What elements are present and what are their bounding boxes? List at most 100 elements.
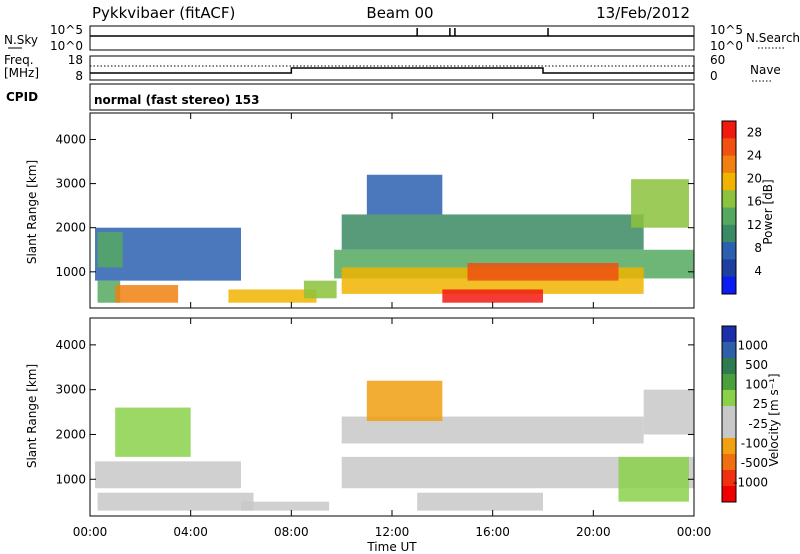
y-tick-label: 2000 <box>55 427 86 441</box>
freq-unit-label: [MHz] <box>4 66 39 80</box>
colorbar-tick-label: -1000 <box>733 475 768 489</box>
noise-panel-frame <box>89 25 695 51</box>
date-title: 13/Feb/2012 <box>596 4 690 22</box>
colorbar-swatch <box>722 155 736 174</box>
scatter-region <box>95 461 242 489</box>
scatter-region <box>115 285 179 303</box>
nave-tick-low: 0 <box>710 69 718 83</box>
colorbar-tick-label: 8 <box>754 241 762 255</box>
colorbar-swatch <box>722 276 736 295</box>
nsky-label: N.Sky <box>4 33 38 47</box>
colorbar-tick-label: 20 <box>747 172 762 186</box>
scatter-region <box>618 456 689 502</box>
scatter-region <box>631 179 689 228</box>
y-tick-label: 4000 <box>55 132 86 146</box>
colorbar-swatch <box>722 486 736 503</box>
x-tick-label: 04:00 <box>173 525 208 539</box>
colorbar-swatch <box>722 374 736 391</box>
cpid-panel-frame <box>89 83 695 111</box>
y-tick-label: 1000 <box>55 265 86 279</box>
freq-tick-high: 18 <box>68 53 83 67</box>
x-tick-label: 20:00 <box>576 525 611 539</box>
colorbar-tick-label: 100 <box>745 378 768 392</box>
scatter-region <box>366 380 443 422</box>
scatter-region <box>341 214 644 250</box>
y-tick-label: 2000 <box>55 221 86 235</box>
beam-title: Beam 00 <box>366 4 433 22</box>
colorbar-swatch <box>722 358 736 375</box>
colorbar-tick-label: -100 <box>741 436 768 450</box>
velocity-ylabel: Slant Range [km] <box>25 364 39 468</box>
time-axis-ticklabels: 00:00 04:00 08:00 12:00 16:00 20:00 00:00 <box>73 525 712 539</box>
freq-panel-frame <box>89 55 695 81</box>
colorbar-tick-label: 24 <box>747 149 762 163</box>
y-tick-label: 3000 <box>55 383 86 397</box>
power-heatmap-cells <box>95 174 694 303</box>
x-tick-label: 00:00 <box>73 525 108 539</box>
colorbar-tick-label: 12 <box>747 218 762 232</box>
power-axes: 1000 2000 3000 4000 <box>55 113 695 308</box>
colorbar-swatch <box>722 224 736 243</box>
scatter-region <box>97 280 121 303</box>
scatter-region <box>366 174 443 215</box>
colorbar-swatch <box>722 326 736 343</box>
cpid-value: normal (fast stereo) 153 <box>94 93 260 107</box>
noise-tick-low-left: 10^0 <box>50 39 83 53</box>
time-axis-label: Time UT <box>366 540 417 554</box>
velocity-colorbar: 1000 500 100 25 -25 -100 -500 -1000 <box>721 325 768 503</box>
colorbar-tick-label: -500 <box>741 456 768 470</box>
colorbar-swatch <box>722 121 736 139</box>
colorbar-swatch <box>722 342 736 359</box>
colorbar-swatch <box>722 454 736 471</box>
scatter-region <box>97 232 123 268</box>
colorbar-swatch <box>722 422 736 439</box>
scatter-region <box>228 289 317 303</box>
colorbar-swatch <box>722 438 736 455</box>
colorbar-swatch <box>722 406 736 423</box>
colorbar-swatch <box>722 207 736 226</box>
power-ylabel: Slant Range [km] <box>25 160 39 264</box>
scatter-region <box>442 289 543 303</box>
nsky-trace <box>90 28 694 37</box>
colorbar-tick-label: 1000 <box>737 339 768 353</box>
nave-tick-high: 60 <box>710 53 725 67</box>
nsearch-label: N.Search <box>746 31 800 45</box>
velocity-heatmap-cells <box>95 380 694 511</box>
noise-tick-low-right: 10^0 <box>710 39 743 53</box>
colorbar-tick-label: 4 <box>754 264 762 278</box>
colorbar-tick-label: 28 <box>747 126 762 140</box>
station-title: Pykkvibaer (fitACF) <box>92 4 235 22</box>
noise-tick-high-left: 10^5 <box>50 23 83 37</box>
freq-trace <box>90 67 694 74</box>
velocity-axes: 1000 2000 3000 4000 <box>55 318 695 516</box>
power-colorbar-label: Power [dB] <box>761 179 775 244</box>
x-tick-label: 00:00 <box>677 525 712 539</box>
colorbar-swatch <box>722 138 736 157</box>
colorbar-swatch <box>722 390 736 407</box>
nave-label: Nave <box>750 63 781 77</box>
x-tick-label: 16:00 <box>475 525 510 539</box>
y-tick-label: 1000 <box>55 472 86 486</box>
power-colorbar: 4 8 12 16 20 24 28 <box>721 120 762 295</box>
scatter-region <box>467 263 619 281</box>
colorbar-swatch <box>722 190 736 208</box>
freq-label: Freq. <box>4 53 34 67</box>
noise-tick-high-right: 10^5 <box>710 23 743 37</box>
scatter-region <box>303 280 337 299</box>
colorbar-swatch <box>722 470 736 487</box>
velocity-colorbar-label: Velocity [m s⁻¹] <box>767 373 781 466</box>
x-tick-label: 08:00 <box>274 525 309 539</box>
colorbar-tick-label: 25 <box>753 397 768 411</box>
scatter-region <box>97 492 254 511</box>
x-tick-label: 12:00 <box>375 525 410 539</box>
colorbar-tick-label: -25 <box>748 417 768 431</box>
colorbar-tick-label: 500 <box>745 358 768 372</box>
y-tick-label: 4000 <box>55 338 86 352</box>
colorbar-swatch <box>722 172 736 191</box>
cpid-label: CPID <box>6 90 38 104</box>
colorbar-frame <box>721 120 737 295</box>
y-tick-label: 3000 <box>55 177 86 191</box>
scatter-region <box>241 501 330 511</box>
colorbar-tick-label: 16 <box>747 195 762 209</box>
